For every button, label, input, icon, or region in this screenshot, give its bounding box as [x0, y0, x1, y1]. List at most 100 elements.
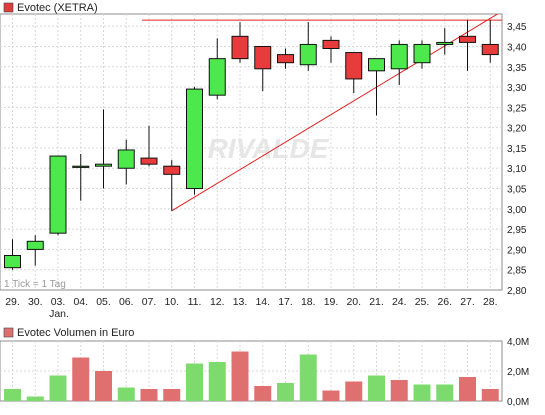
volume-bar — [186, 363, 203, 401]
volume-bar — [368, 375, 385, 401]
x-tick-label: 04. — [73, 296, 88, 308]
candle — [49, 155, 67, 236]
x-tick-sublabel: Jan. — [49, 308, 69, 320]
x-tick-label: 05. — [96, 296, 111, 308]
trend-lines — [142, 14, 502, 212]
volume-bar — [481, 389, 499, 401]
price-y-tick-label: 3,10 — [507, 164, 527, 175]
x-tick-label: 24. — [392, 296, 407, 308]
volume-bar — [72, 357, 90, 401]
candle-body-down — [277, 54, 294, 64]
candle-body-up — [26, 240, 44, 250]
x-tick-label: 07. — [142, 296, 157, 308]
price-chart-title: Evotec (XETRA) — [17, 2, 98, 14]
candle — [368, 58, 385, 116]
watermark: RIVALDE — [208, 133, 330, 164]
volume-bar — [436, 384, 454, 401]
volume-bar — [140, 389, 158, 401]
volume-panel: Evotec Volumen in Euro 0,0M 2,0M 4,0M — [0, 327, 529, 408]
volume-y-ticks: 0,0M 2,0M 4,0M — [507, 337, 529, 408]
volume-bar — [390, 380, 408, 401]
volume-bar — [459, 377, 476, 401]
volume-y-tick-label: 4,0M — [507, 337, 529, 348]
price-y-tick-label: 3,00 — [507, 205, 527, 216]
candle — [4, 239, 21, 270]
volume-bar — [208, 362, 226, 401]
volume-bar — [299, 354, 317, 401]
candle — [140, 125, 158, 167]
price-y-tick-label: 3,15 — [507, 144, 527, 155]
candle — [459, 20, 476, 71]
candle — [95, 109, 112, 189]
candle-body-down — [140, 157, 158, 165]
volume-legend-marker — [3, 327, 14, 338]
price-y-tick-label: 3,30 — [507, 83, 527, 94]
volume-y-tick-label: 0,0M — [507, 397, 529, 408]
candle-body-up — [186, 88, 203, 190]
candle — [277, 48, 294, 69]
candle-body-down — [254, 45, 272, 70]
candle — [231, 22, 249, 63]
candle — [72, 154, 90, 201]
x-tick-label: 17. — [278, 296, 293, 308]
x-tick-label: 30. — [28, 296, 43, 308]
volume-bar — [49, 375, 67, 401]
x-tick-label: 27. — [460, 296, 475, 308]
x-tick-label: 06. — [119, 296, 134, 308]
volume-bar — [231, 351, 249, 401]
candles — [4, 20, 499, 270]
candle-body-up — [413, 43, 431, 64]
candle — [208, 38, 226, 100]
candle-body-down — [459, 35, 476, 43]
candle-body-down — [322, 39, 340, 50]
candle-body-up — [95, 163, 112, 167]
candle-body-down — [481, 43, 499, 56]
price-y-tick-label: 2,95 — [507, 225, 527, 236]
candle — [163, 160, 181, 211]
x-tick-label: 26. — [437, 296, 452, 308]
volume-bar — [163, 389, 181, 401]
candle-body-down — [345, 52, 363, 80]
volume-bar — [345, 381, 363, 401]
candle — [481, 20, 499, 63]
candle — [413, 40, 431, 69]
volume-bar — [322, 390, 340, 401]
candle-body-up — [368, 58, 385, 72]
volume-bar — [117, 387, 135, 401]
x-tick-label: 11. — [188, 296, 202, 308]
x-tick-label: 03. — [51, 296, 66, 308]
price-y-tick-label: 3,40 — [507, 42, 527, 53]
candle — [322, 36, 340, 63]
candle — [186, 87, 203, 195]
volume-chart-title: Evotec Volumen in Euro — [17, 327, 134, 339]
x-tick-label: 19. — [324, 296, 339, 308]
candle-body-up — [4, 255, 21, 269]
x-tick-label: 28. — [483, 296, 498, 308]
candle — [436, 28, 454, 55]
candle — [390, 40, 408, 86]
volume-bar — [413, 384, 431, 401]
price-y-tick-label: 3,05 — [507, 185, 527, 196]
price-legend-marker — [3, 2, 14, 13]
price-y-ticks: 2,80 2,85 2,90 2,95 3,00 3,05 3,10 3,15 3,20 3,25… — [507, 22, 527, 297]
candle — [299, 22, 317, 71]
volume-bar — [277, 383, 294, 401]
price-y-tick-label: 3,35 — [507, 63, 527, 74]
x-tick-label: 20. — [346, 296, 361, 308]
candle-body-up — [117, 149, 135, 169]
candle — [26, 235, 44, 266]
candle-body-up — [49, 155, 67, 234]
x-tick-label: 29. — [5, 296, 20, 308]
volume-bar — [26, 396, 44, 401]
resolution-note: 1 Tick = 1 Tag — [4, 279, 66, 290]
volume-bars — [4, 351, 499, 401]
price-panel: Evotec (XETRA) RIVALDE 2,80 2,85 2,90 2,95 3… — [0, 2, 527, 320]
candle-body-down — [231, 35, 249, 60]
price-y-tick-label: 2,85 — [507, 266, 527, 277]
volume-y-tick-label: 2,0M — [507, 367, 529, 378]
volume-bar — [4, 389, 21, 401]
candle-body-up — [436, 41, 454, 45]
price-y-tick-label: 2,90 — [507, 245, 527, 256]
